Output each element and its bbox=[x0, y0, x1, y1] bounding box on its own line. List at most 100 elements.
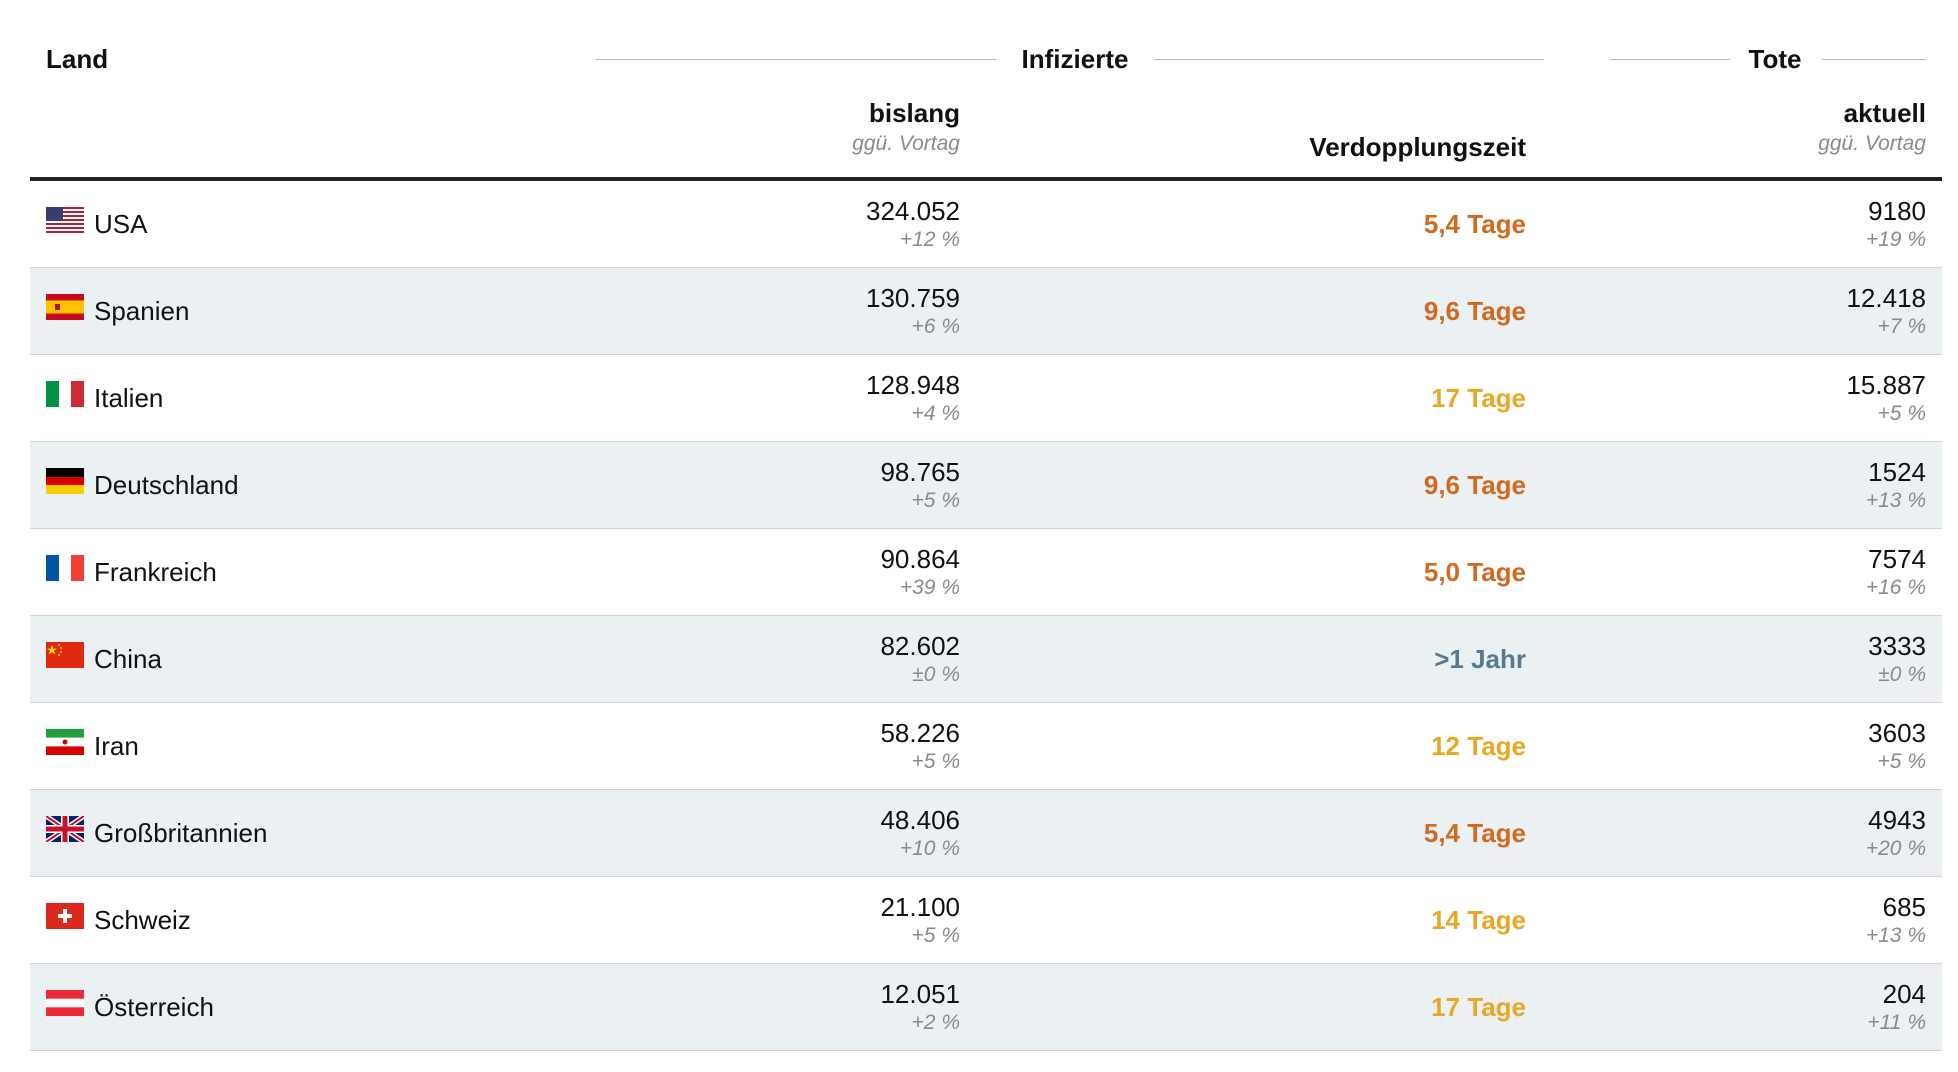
country-name: Iran bbox=[94, 731, 139, 761]
table-row: Großbritannien 48.406 +10 % 5,4 Tage 4943 +20… bbox=[30, 790, 1942, 877]
infected-value: 48.406 bbox=[880, 805, 960, 835]
table-row: USA 324.052 +12 % 5,4 Tage 9180 +19 % bbox=[30, 181, 1942, 268]
at-flag-icon bbox=[46, 990, 84, 1016]
cn-flag-icon bbox=[46, 642, 84, 668]
infected-change: ±0 % bbox=[912, 663, 960, 686]
deaths-value: 4943 bbox=[1868, 805, 1926, 835]
group-header: Land Infizierte Tote bbox=[30, 0, 1942, 110]
infected-value: 58.226 bbox=[880, 718, 960, 748]
gb-flag-icon bbox=[46, 816, 84, 842]
deaths-value: 685 bbox=[1882, 892, 1926, 922]
infected-cell: 98.765 +5 % bbox=[880, 456, 960, 514]
deaths-cell: 7574 +16 % bbox=[1866, 543, 1926, 601]
country-name: Deutschland bbox=[94, 470, 239, 500]
table-row: Italien 128.948 +4 % 17 Tage 15.887 +5 % bbox=[30, 355, 1942, 442]
deaths-cell: 12.418 +7 % bbox=[1846, 282, 1926, 340]
table-row: Spanien 130.759 +6 % 9,6 Tage 12.418 +7 % bbox=[30, 268, 1942, 355]
country-name: Frankreich bbox=[94, 557, 217, 587]
country-name: Großbritannien bbox=[94, 818, 268, 848]
table-row: Frankreich 90.864 +39 % 5,0 Tage 7574 +16 % bbox=[30, 529, 1942, 616]
infected-change: +10 % bbox=[899, 837, 960, 860]
infected-change: +2 % bbox=[911, 1011, 960, 1034]
deaths-change: ±0 % bbox=[1878, 663, 1926, 686]
infected-cell: 130.759 +6 % bbox=[866, 282, 960, 340]
infected-value: 90.864 bbox=[880, 544, 960, 574]
country-name: Schweiz bbox=[94, 905, 191, 935]
ir-flag-icon bbox=[46, 729, 84, 755]
infected-value: 98.765 bbox=[880, 457, 960, 487]
table-body: USA 324.052 +12 % 5,4 Tage 9180 +19 % Spanien 1… bbox=[30, 181, 1942, 1051]
table-row: Österreich 12.051 +2 % 17 Tage 204 +11 % bbox=[30, 964, 1942, 1051]
country-name: Österreich bbox=[94, 992, 214, 1022]
table-row: China 82.602 ±0 % >1 Jahr 3333 ±0 % bbox=[30, 616, 1942, 703]
infected-change: +6 % bbox=[911, 315, 960, 338]
country-name: China bbox=[94, 644, 162, 674]
deaths-cell: 15.887 +5 % bbox=[1846, 369, 1926, 427]
country-name: Italien bbox=[94, 383, 164, 413]
infected-change: +5 % bbox=[911, 489, 960, 512]
doubling-time: >1 Jahr bbox=[1434, 644, 1526, 674]
doubling-time: 5,4 Tage bbox=[1423, 818, 1526, 848]
sub-header: bislang ggü. Vortag Verdopplungszeit akt… bbox=[30, 98, 1942, 181]
tote-header: Tote bbox=[1748, 44, 1802, 74]
doubling-time: 9,6 Tage bbox=[1423, 296, 1526, 326]
doubling-time: 17 Tage bbox=[1431, 383, 1526, 413]
infizierte-header: Infizierte bbox=[1021, 44, 1129, 74]
bislang-header: bislang ggü. Vortag bbox=[852, 98, 960, 155]
deaths-change: +16 % bbox=[1865, 576, 1926, 599]
deaths-value: 3603 bbox=[1868, 718, 1926, 748]
deaths-value: 12.418 bbox=[1846, 283, 1926, 313]
infected-cell: 48.406 +10 % bbox=[880, 804, 960, 862]
infected-cell: 58.226 +5 % bbox=[880, 717, 960, 775]
infizierte-rule-left bbox=[596, 59, 996, 60]
de-flag-icon bbox=[46, 468, 84, 494]
infected-value: 82.602 bbox=[880, 631, 960, 661]
deaths-value: 204 bbox=[1882, 979, 1926, 1009]
es-flag-icon bbox=[46, 294, 84, 320]
deaths-cell: 9180 +19 % bbox=[1866, 195, 1926, 253]
deaths-change: +19 % bbox=[1865, 228, 1926, 251]
deaths-value: 7574 bbox=[1868, 544, 1926, 574]
deaths-change: +13 % bbox=[1865, 924, 1926, 947]
doubling-time: 9,6 Tage bbox=[1423, 470, 1526, 500]
deaths-cell: 3603 +5 % bbox=[1868, 717, 1926, 775]
deaths-change: +5 % bbox=[1877, 402, 1926, 425]
doubling-time: 12 Tage bbox=[1431, 731, 1526, 761]
deaths-change: +5 % bbox=[1877, 750, 1926, 773]
tote-rule-right bbox=[1822, 59, 1926, 60]
infected-cell: 90.864 +39 % bbox=[880, 543, 960, 601]
deaths-change: +11 % bbox=[1867, 1011, 1926, 1034]
infected-value: 12.051 bbox=[880, 979, 960, 1009]
infected-cell: 128.948 +4 % bbox=[866, 369, 960, 427]
table-row: Schweiz 21.100 +5 % 14 Tage 685 +13 % bbox=[30, 877, 1942, 964]
deaths-value: 1524 bbox=[1868, 457, 1926, 487]
data-table: Land Infizierte Tote bislang ggü. Vortag… bbox=[30, 0, 1942, 1051]
infected-change: +39 % bbox=[899, 576, 960, 599]
doubling-time: 17 Tage bbox=[1431, 992, 1526, 1022]
infected-change: +5 % bbox=[911, 924, 960, 947]
deaths-value: 3333 bbox=[1868, 631, 1926, 661]
verdopplung-header: Verdopplungszeit bbox=[1309, 132, 1526, 162]
infected-value: 128.948 bbox=[866, 370, 960, 400]
infected-cell: 324.052 +12 % bbox=[866, 195, 960, 253]
infected-change: +5 % bbox=[911, 750, 960, 773]
doubling-time: 14 Tage bbox=[1431, 905, 1526, 935]
deaths-cell: 3333 ±0 % bbox=[1868, 630, 1926, 688]
infected-cell: 12.051 +2 % bbox=[880, 978, 960, 1036]
deaths-change: +13 % bbox=[1865, 489, 1926, 512]
infected-value: 21.100 bbox=[880, 892, 960, 922]
deaths-cell: 1524 +13 % bbox=[1866, 456, 1926, 514]
deaths-cell: 4943 +20 % bbox=[1866, 804, 1926, 862]
doubling-time: 5,0 Tage bbox=[1423, 557, 1526, 587]
deaths-value: 9180 bbox=[1868, 196, 1926, 226]
country-name: Spanien bbox=[94, 296, 190, 326]
infected-change: +12 % bbox=[899, 228, 960, 251]
infizierte-rule-right bbox=[1154, 59, 1544, 60]
infected-change: +4 % bbox=[911, 402, 960, 425]
infected-cell: 21.100 +5 % bbox=[880, 891, 960, 949]
it-flag-icon bbox=[46, 381, 84, 407]
infected-value: 130.759 bbox=[866, 283, 960, 313]
fr-flag-icon bbox=[46, 555, 84, 581]
deaths-cell: 204 +11 % bbox=[1867, 978, 1926, 1036]
aktuell-header: aktuell ggü. Vortag bbox=[1818, 98, 1926, 155]
